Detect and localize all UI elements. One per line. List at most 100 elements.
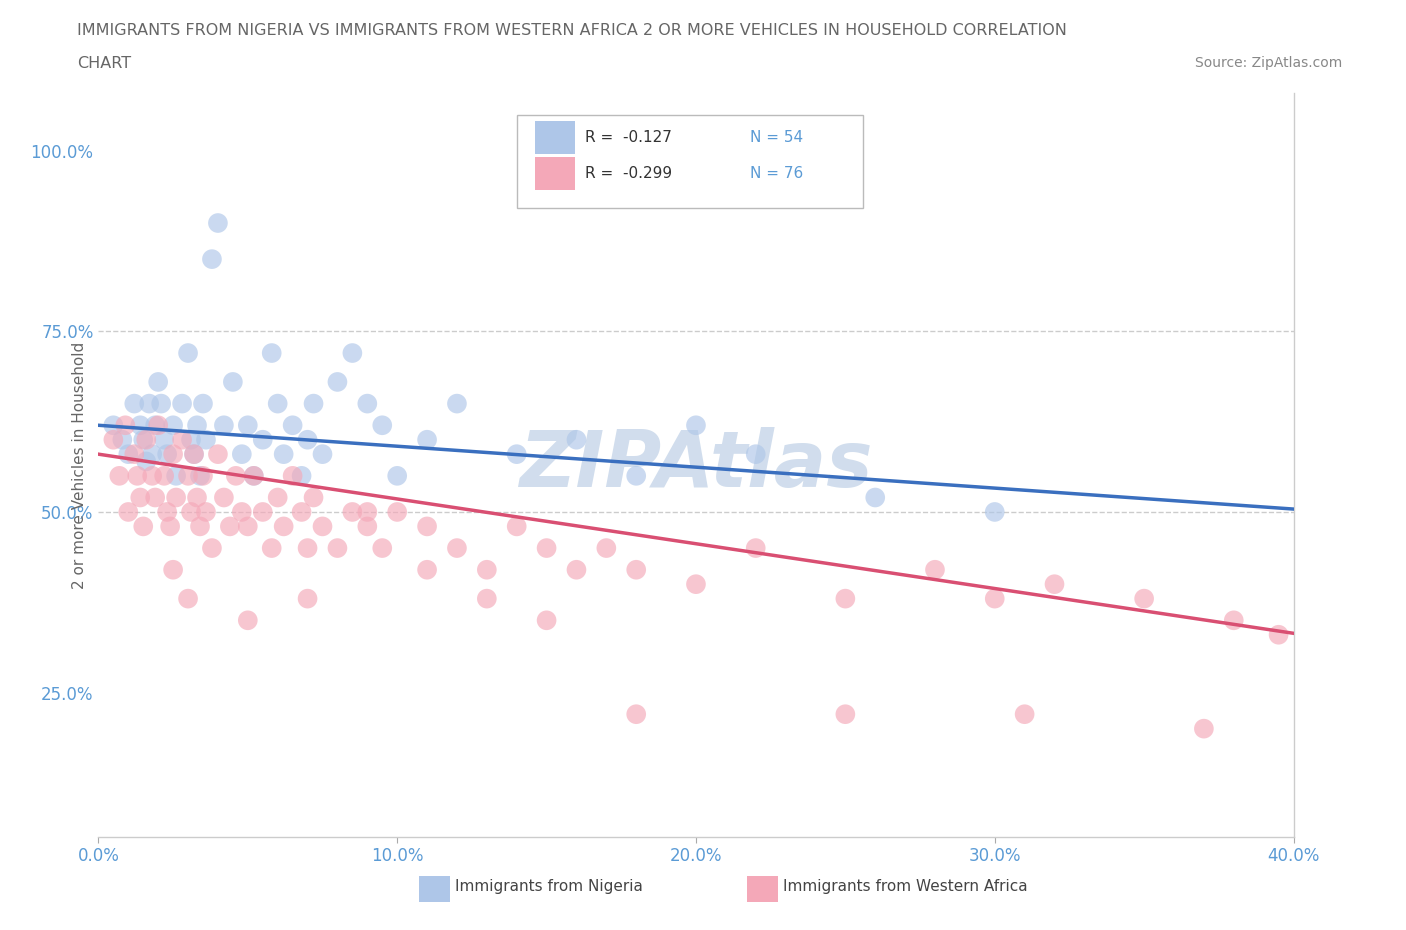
Point <box>207 446 229 461</box>
FancyBboxPatch shape <box>517 115 863 208</box>
Text: Immigrants from Nigeria: Immigrants from Nigeria <box>454 880 643 895</box>
Point <box>536 540 558 555</box>
Point <box>150 396 173 411</box>
Point <box>195 432 218 447</box>
Point <box>172 396 194 411</box>
Point <box>132 519 155 534</box>
Point <box>267 396 290 411</box>
Point <box>156 446 179 461</box>
Point <box>165 469 187 484</box>
Point <box>165 490 187 505</box>
Point <box>186 418 208 432</box>
Point <box>356 396 378 411</box>
Point <box>385 504 409 519</box>
Point <box>342 346 364 361</box>
Point <box>117 446 139 461</box>
Point <box>281 418 304 432</box>
Point <box>416 563 439 578</box>
Point <box>162 446 184 461</box>
Point <box>195 504 218 519</box>
Point <box>180 504 202 519</box>
Point <box>188 519 211 534</box>
Point <box>475 591 498 606</box>
Point <box>291 504 314 519</box>
Point <box>267 490 290 505</box>
Text: CHART: CHART <box>77 56 131 71</box>
Point <box>148 375 170 390</box>
Point <box>302 490 325 505</box>
Point <box>236 519 259 534</box>
Point <box>148 418 170 432</box>
Point <box>260 346 283 361</box>
Point <box>191 469 214 484</box>
Point <box>342 504 364 519</box>
Point <box>416 432 439 447</box>
Point <box>685 577 707 591</box>
Point <box>1267 628 1289 643</box>
Point <box>188 469 211 484</box>
FancyBboxPatch shape <box>748 876 779 902</box>
Point <box>222 375 245 390</box>
Point <box>201 252 224 267</box>
Point <box>565 432 588 447</box>
Point <box>475 563 498 578</box>
Point <box>186 490 208 505</box>
Point <box>183 446 205 461</box>
Point <box>506 519 529 534</box>
Text: IMMIGRANTS FROM NIGERIA VS IMMIGRANTS FROM WESTERN AFRICA 2 OR MORE VEHICLES IN : IMMIGRANTS FROM NIGERIA VS IMMIGRANTS FR… <box>77 23 1067 38</box>
Point <box>108 469 131 484</box>
Point <box>141 446 163 461</box>
Point <box>252 432 274 447</box>
Text: N = 54: N = 54 <box>749 130 803 145</box>
Point <box>745 540 768 555</box>
Point <box>172 432 194 447</box>
Point <box>135 454 157 469</box>
Point <box>865 490 887 505</box>
Point <box>356 504 378 519</box>
Point <box>141 469 163 484</box>
Point <box>103 418 125 432</box>
Point <box>302 396 325 411</box>
FancyBboxPatch shape <box>534 157 575 190</box>
Point <box>371 418 394 432</box>
Point <box>243 469 266 484</box>
Text: Immigrants from Western Africa: Immigrants from Western Africa <box>783 880 1028 895</box>
Point <box>127 469 149 484</box>
Point <box>135 432 157 447</box>
Point <box>291 469 314 484</box>
Point <box>446 540 468 555</box>
Point <box>506 446 529 461</box>
Point <box>236 418 259 432</box>
Point <box>183 446 205 461</box>
Point <box>984 504 1007 519</box>
Point <box>273 446 295 461</box>
Point <box>416 519 439 534</box>
Point <box>311 519 333 534</box>
Point <box>156 504 179 519</box>
Point <box>177 591 200 606</box>
Point <box>446 396 468 411</box>
Point <box>385 469 409 484</box>
Point <box>356 519 378 534</box>
Point <box>132 432 155 447</box>
Point <box>565 563 588 578</box>
Point <box>1133 591 1156 606</box>
Point <box>219 519 242 534</box>
Point <box>243 469 266 484</box>
Point <box>207 216 229 231</box>
Text: N = 76: N = 76 <box>749 166 803 180</box>
Point <box>834 707 856 722</box>
Point <box>177 346 200 361</box>
Point <box>162 563 184 578</box>
Point <box>129 418 152 432</box>
Point <box>281 469 304 484</box>
Point <box>297 591 319 606</box>
Point <box>297 540 319 555</box>
FancyBboxPatch shape <box>419 876 450 902</box>
Point <box>177 469 200 484</box>
Point <box>212 490 235 505</box>
Point <box>326 540 349 555</box>
Text: R =  -0.299: R = -0.299 <box>585 166 672 180</box>
FancyBboxPatch shape <box>534 121 575 154</box>
Point <box>114 418 136 432</box>
